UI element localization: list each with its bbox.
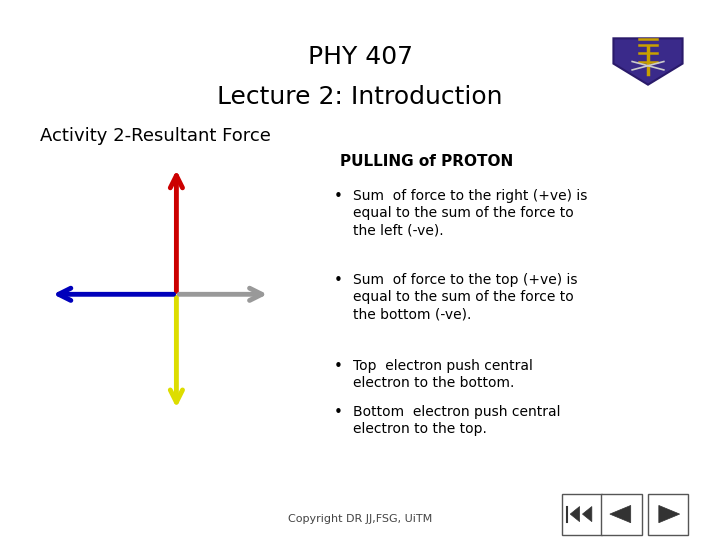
Text: •: •	[334, 273, 343, 288]
Text: •: •	[334, 189, 343, 204]
Text: •: •	[334, 405, 343, 420]
Text: Copyright DR JJ,FSG, UiTM: Copyright DR JJ,FSG, UiTM	[288, 515, 432, 524]
Text: PHY 407: PHY 407	[307, 45, 413, 69]
PathPatch shape	[613, 38, 683, 85]
Text: PULLING of PROTON: PULLING of PROTON	[340, 154, 513, 170]
Polygon shape	[659, 505, 680, 523]
FancyBboxPatch shape	[648, 494, 688, 535]
Polygon shape	[582, 507, 592, 522]
Text: Activity 2-Resultant Force: Activity 2-Resultant Force	[40, 127, 271, 145]
FancyBboxPatch shape	[601, 494, 642, 535]
Text: Top  electron push central
electron to the bottom.: Top electron push central electron to th…	[353, 359, 533, 390]
Text: Sum  of force to the right (+ve) is
equal to the sum of the force to
the left (-: Sum of force to the right (+ve) is equal…	[353, 189, 588, 238]
Polygon shape	[610, 505, 631, 523]
Text: •: •	[334, 359, 343, 374]
FancyBboxPatch shape	[562, 494, 602, 535]
Text: Sum  of force to the top (+ve) is
equal to the sum of the force to
the bottom (-: Sum of force to the top (+ve) is equal t…	[353, 273, 577, 321]
Polygon shape	[570, 507, 580, 522]
Text: Bottom  electron push central
electron to the top.: Bottom electron push central electron to…	[353, 405, 560, 436]
Text: Lecture 2: Introduction: Lecture 2: Introduction	[217, 85, 503, 109]
